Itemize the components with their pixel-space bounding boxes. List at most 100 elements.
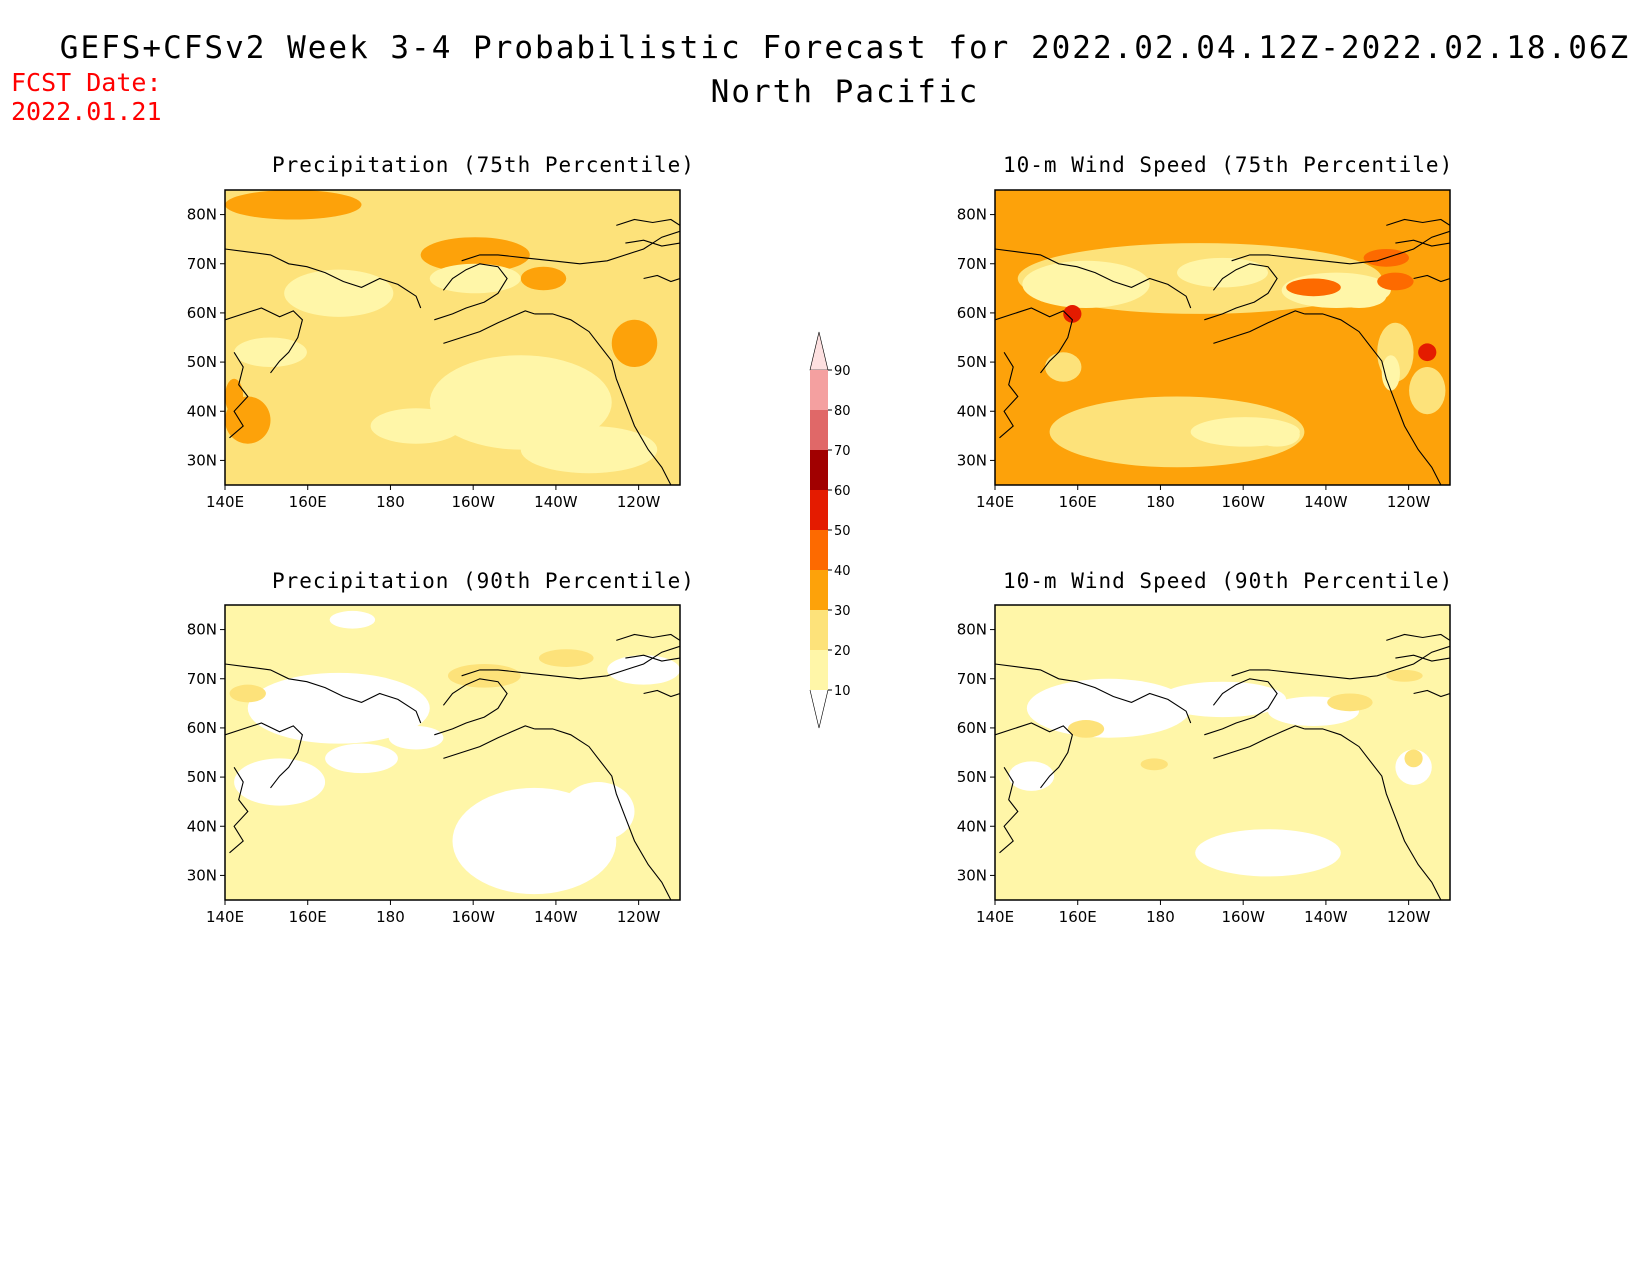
coastline (1386, 633, 1450, 641)
x-tick-label: 160W (451, 908, 495, 926)
plot-frame (224, 604, 681, 901)
coastlines (995, 633, 1450, 900)
contour-region (607, 655, 680, 685)
coastline (643, 689, 680, 698)
panel-title-precip-75: Precipitation (75th Percentile) (272, 153, 695, 177)
y-tick-label: 60N (187, 719, 217, 737)
coastline (1304, 728, 1442, 900)
coastline (443, 310, 535, 344)
y-tick-label: 40N (187, 402, 217, 420)
y-tick-label: 60N (957, 304, 987, 322)
coastline (1395, 239, 1450, 247)
coastline (461, 645, 680, 680)
y-tick-label: 30N (187, 451, 217, 469)
map-precip-75: 140E 160E 180 160W 140W 120W 80N 70N 60N 50N 40N 30… (187, 189, 681, 511)
contour-region (1049, 396, 1305, 468)
colorbar-label: 70 (834, 444, 851, 459)
contour-region (1177, 257, 1268, 288)
coastline (1395, 654, 1450, 662)
y-tick-label: 80N (957, 206, 987, 224)
contour-fill (995, 605, 1450, 900)
contour-region (325, 743, 398, 774)
plot-frame (994, 189, 1451, 486)
x-tick-label: 140E (206, 493, 244, 511)
coastline (534, 313, 672, 485)
coastline (225, 663, 422, 724)
coastline (443, 725, 535, 759)
y-tick-label: 70N (957, 255, 987, 273)
x-tick-label: 180 (376, 493, 405, 511)
contour-region (1026, 678, 1191, 738)
coastline (229, 767, 249, 854)
y-tick-label: 30N (957, 451, 987, 469)
colorbar-label: 20 (834, 644, 851, 659)
y-tick-label: 40N (957, 402, 987, 420)
coastline (625, 239, 680, 247)
panel-title-wind-90: 10-m Wind Speed (90th Percentile) (1003, 569, 1454, 593)
y-tick-label: 50N (187, 353, 217, 371)
x-tick-label: 140W (534, 908, 578, 926)
y-tick-label: 80N (957, 621, 987, 639)
contour-region (420, 237, 530, 273)
coastline (616, 633, 680, 641)
x-tick-label: 140E (976, 493, 1014, 511)
x-tick-label: 160E (1059, 908, 1097, 926)
coastline (1304, 313, 1442, 485)
colorbar-top-extension (809, 331, 829, 371)
colorbar-label: 90 (834, 364, 851, 379)
x-tick-label: 160W (1221, 493, 1265, 511)
coastline (1213, 310, 1305, 344)
coastline (229, 352, 249, 439)
y-tick-label: 30N (957, 866, 987, 884)
contour-region (447, 664, 521, 688)
figure-title: GEFS+CFSv2 Week 3-4 Probabilistic Foreca… (59, 30, 1631, 66)
coastline (1213, 725, 1305, 759)
coastline (1204, 678, 1278, 736)
x-tick-label: 160W (451, 493, 495, 511)
figure-subtitle-region: North Pacific (710, 74, 980, 110)
coastline (1413, 689, 1450, 698)
y-tick-label: 70N (187, 670, 217, 688)
contour-region (520, 266, 567, 291)
map-wind-75: 140E 160E 180 160W 140W 120W 80N 70N 60N 50N 40N 30… (957, 189, 1451, 511)
colorbar-label: 50 (834, 524, 851, 539)
x-tick-label: 180 (1146, 908, 1175, 926)
coastline (225, 248, 422, 309)
x-tick-label: 180 (1146, 493, 1175, 511)
coastline (1413, 274, 1450, 283)
colorbar-segment (810, 490, 828, 530)
contour-region (1418, 343, 1437, 362)
x-tick-label: 140W (1304, 908, 1348, 926)
contour-region (234, 758, 326, 806)
contour-region (520, 426, 658, 474)
coastline (995, 663, 1192, 724)
x-tick-label: 120W (1387, 493, 1431, 511)
colorbar-bottom-extension (809, 689, 829, 729)
contour-region (538, 649, 594, 667)
colorbar-label: 60 (834, 484, 851, 499)
panel-title-precip-90: Precipitation (90th Percentile) (272, 569, 695, 593)
coastline (625, 654, 680, 662)
coastline (999, 767, 1019, 854)
contour-region (1395, 749, 1432, 785)
coastlines (225, 633, 680, 900)
coastline (1231, 230, 1450, 265)
contour-region (1195, 829, 1341, 877)
contour-region (1377, 272, 1414, 291)
x-tick-label: 160E (289, 493, 327, 511)
y-tick-label: 60N (957, 719, 987, 737)
x-tick-label: 140E (206, 908, 244, 926)
coastline (534, 728, 672, 900)
y-tick-label: 70N (187, 255, 217, 273)
contour-region (1022, 260, 1150, 308)
y-tick-label: 70N (957, 670, 987, 688)
contour-region (225, 190, 362, 220)
contour-region (1063, 305, 1082, 323)
contour-region (225, 378, 244, 415)
y-tick-label: 50N (957, 768, 987, 786)
y-tick-label: 80N (187, 621, 217, 639)
contour-region (1404, 749, 1423, 768)
coastline (995, 248, 1192, 309)
contour-region (1158, 681, 1287, 718)
contour-region (1008, 761, 1055, 791)
